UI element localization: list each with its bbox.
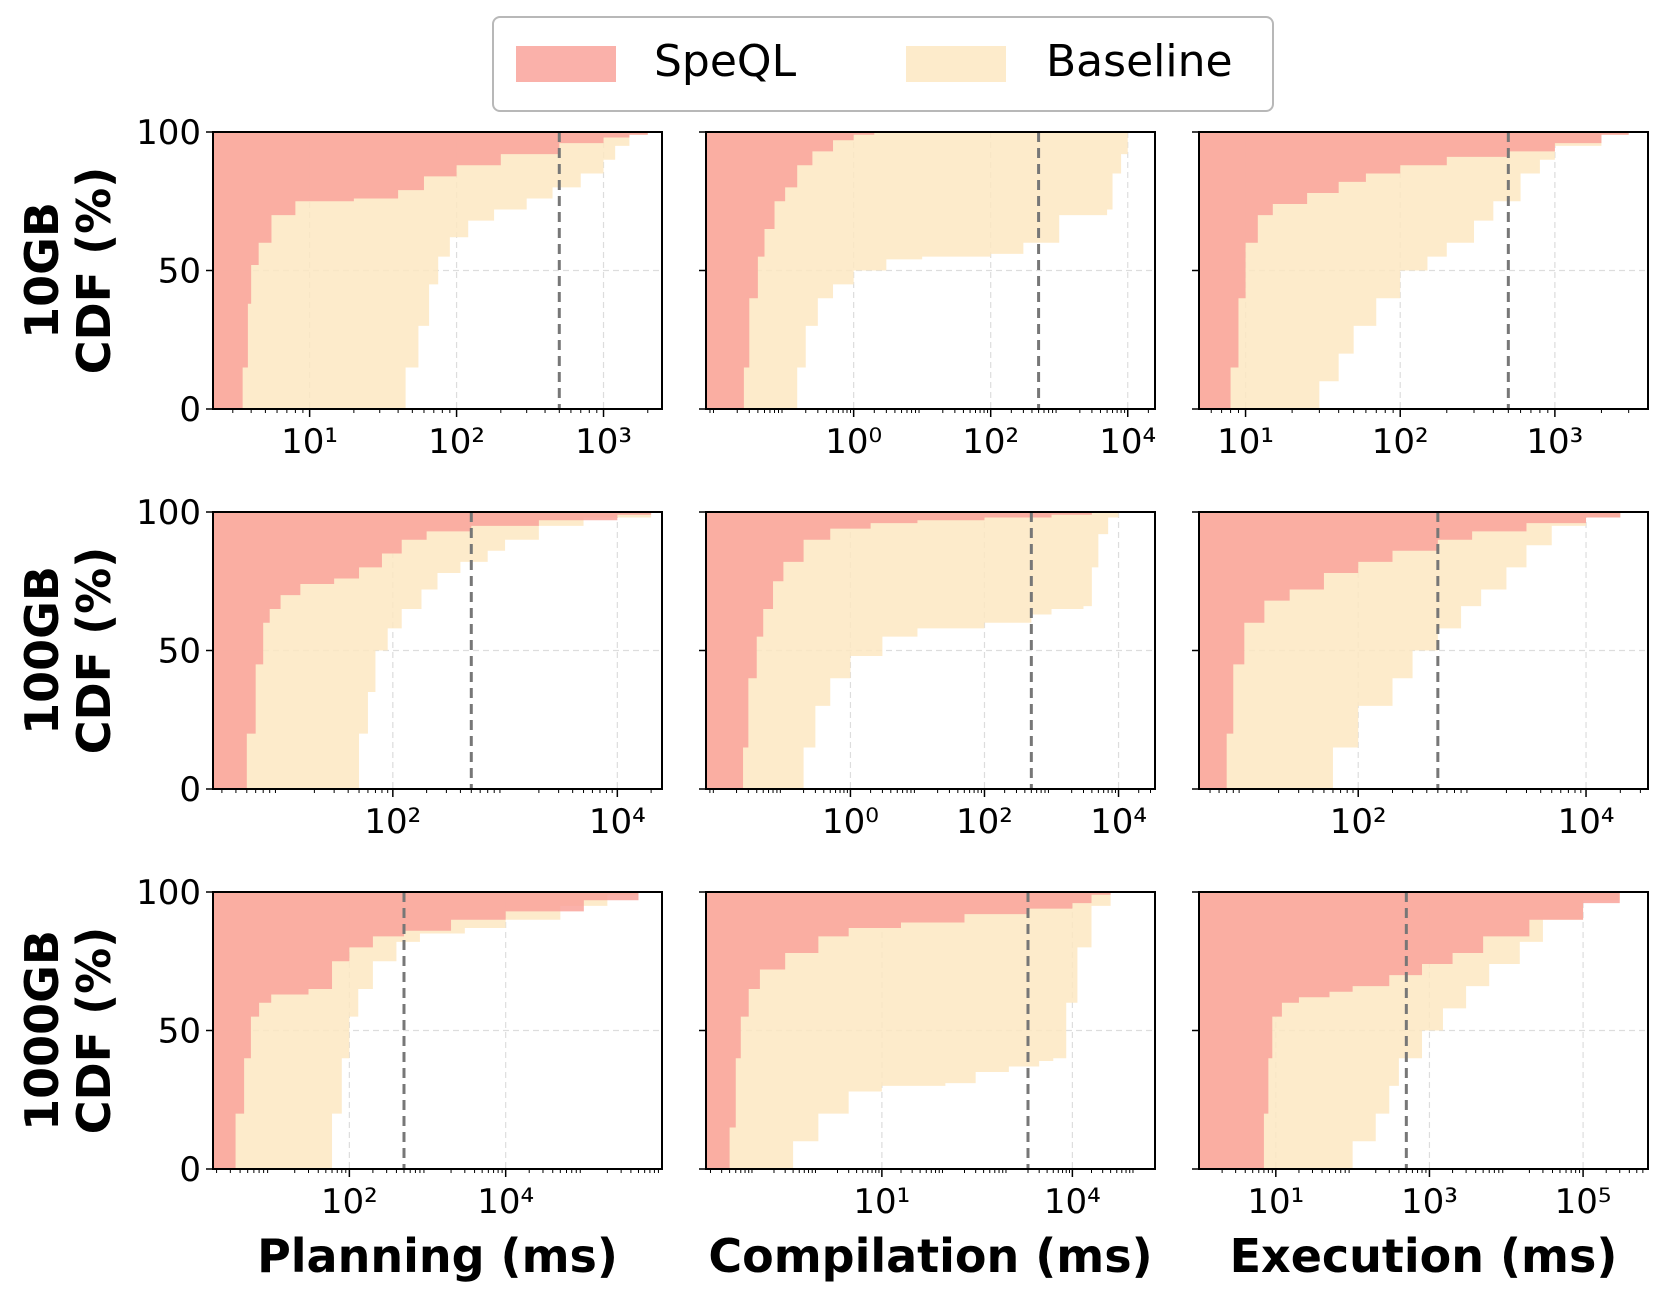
x-axis-label: Planning (ms) [257,1229,618,1283]
cdf-area-speql [706,892,1111,1169]
y-tick-label: 50 [158,632,201,672]
x-tick-label: 10¹ [1247,1182,1304,1222]
x-tick-label: 10⁴ [1090,802,1147,842]
cdf-area-speql [1199,512,1621,789]
legend: SpeQL Baseline [492,16,1274,112]
subplot-1-2: 10⁰ 10² 10⁴ [699,131,1156,462]
x-tick-label: 10² [956,802,1013,842]
x-tick-label: 10⁴ [589,802,646,842]
x-tick-label: 10⁴ [477,1182,534,1222]
x-tick-label: 10² [364,802,421,842]
row-label: 1000GB [15,930,69,1131]
x-tick-label: 10⁰ [825,422,882,462]
cdf-area-baseline [706,132,1128,409]
y-tick-label: 0 [179,770,201,810]
subplot-1-3: 10¹ 10² 10³ [1192,131,1649,462]
legend-label-baseline: Baseline [1046,36,1233,87]
x-axis-label: Execution (ms) [1230,1229,1618,1283]
cdf-area-speql [706,512,1092,789]
cdf-area-baseline [706,892,1111,1169]
x-tick-label: 10² [962,422,1019,462]
subplot-3-2: 10¹ 10⁴ Compilation (ms) [699,891,1156,1283]
y-axis-label: CDF (%) [67,167,121,375]
cdf-area-speql [706,132,875,409]
x-tick-label: 10⁴ [1558,802,1615,842]
x-tick-label: 10³ [575,422,632,462]
legend-swatch-baseline [906,46,1006,82]
x-tick-label: 10¹ [853,1182,910,1222]
y-tick-label: 50 [158,1012,201,1052]
row-label: 100GB [15,566,69,735]
y-tick-label: 100 [136,113,201,153]
x-axis-label: Compilation (ms) [708,1229,1152,1283]
cdf-area-speql [213,892,639,1169]
x-tick-label: 10⁴ [1099,422,1156,462]
x-tick-label: 10³ [1526,422,1583,462]
x-tick-label: 10³ [1401,1182,1458,1222]
legend-swatch-speql [516,46,616,82]
x-tick-label: 10² [1330,802,1387,842]
cdf-area-baseline [706,512,1119,789]
y-tick-label: 100 [136,493,201,533]
x-tick-label: 10¹ [1217,422,1274,462]
x-tick-label: 10² [1372,422,1429,462]
y-tick-label: 50 [158,252,201,292]
cdf-area-speql [213,132,648,409]
cdf-area-speql [213,512,652,789]
y-tick-label: 0 [179,1150,201,1190]
x-tick-label: 10¹ [281,422,338,462]
x-tick-label: 10⁰ [822,802,879,842]
subplot-3-3: 10¹ 10³ 10⁵ Execution (ms) [1192,891,1649,1283]
y-tick-label: 0 [179,390,201,430]
x-tick-label: 10² [428,422,485,462]
subplot-2-3: 10² 10⁴ [1192,511,1649,842]
y-tick-label: 100 [136,873,201,913]
cdf-area-speql [1199,132,1629,409]
row-label: 10GB [15,202,69,339]
y-axis-label: CDF (%) [67,547,121,755]
subplot-2-2: 10⁰ 10² 10⁴ [699,511,1156,842]
legend-label-speql: SpeQL [654,36,797,87]
cdf-area-speql [1199,892,1620,1169]
x-tick-label: 10⁵ [1555,1182,1612,1222]
x-tick-label: 10⁴ [1044,1182,1101,1222]
y-axis-label: CDF (%) [67,927,121,1135]
x-tick-label: 10² [321,1182,378,1222]
